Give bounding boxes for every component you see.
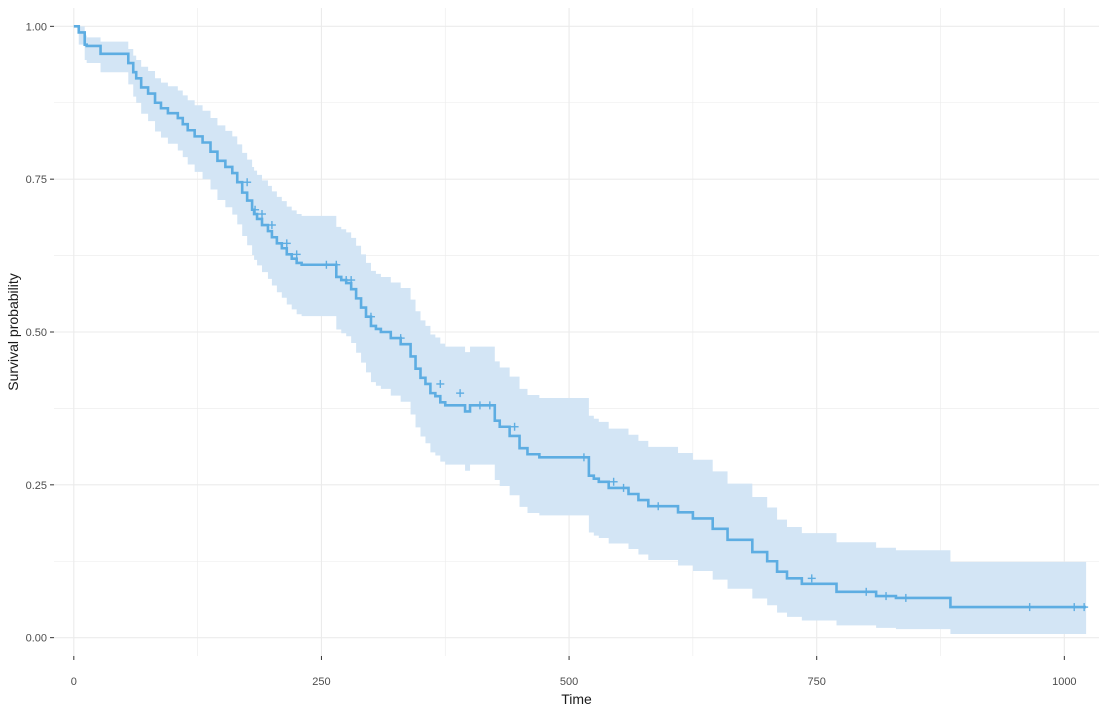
- censor-mark: [485, 401, 494, 410]
- censor-marks-layer: [243, 178, 1089, 612]
- x-tick-label: 250: [312, 676, 330, 688]
- censor-mark: [366, 312, 375, 321]
- censor-mark: [510, 422, 519, 431]
- y-tick-label: 1.00: [26, 21, 47, 33]
- censor-mark: [282, 239, 291, 248]
- censor-mark: [579, 453, 588, 462]
- censor-mark: [396, 334, 405, 343]
- censor-mark: [243, 178, 252, 187]
- x-axis-title: Time: [561, 691, 592, 707]
- survival-curve: [73, 25, 1087, 609]
- censor-mark: [322, 260, 331, 269]
- x-tick-label: 750: [808, 676, 826, 688]
- censor-mark: [882, 592, 891, 601]
- y-tick-label: 0.00: [26, 633, 47, 645]
- major-gridlines: [54, 8, 1099, 656]
- confidence-band: [73, 26, 1087, 634]
- censor-mark: [1080, 603, 1089, 612]
- censor-mark: [609, 477, 618, 486]
- censor-mark: [251, 205, 260, 214]
- censor-mark: [475, 401, 484, 410]
- survival-line-layer: [73, 25, 1087, 609]
- censor-mark: [347, 276, 356, 285]
- y-axis-title: Survival probability: [5, 273, 21, 391]
- y-tick-label: 0.75: [26, 174, 47, 186]
- censor-mark: [619, 483, 628, 492]
- confidence-band-layer: [73, 26, 1087, 634]
- censor-mark: [654, 502, 663, 511]
- y-tick-label: 0.25: [26, 480, 47, 492]
- censor-mark: [292, 250, 301, 259]
- censor-mark: [258, 210, 267, 219]
- censor-mark: [901, 593, 910, 602]
- x-tick-label: 1000: [1052, 676, 1076, 688]
- y-axis-ticks: 0.00 0.25 0.50 0.75 1.00: [26, 21, 54, 645]
- x-tick-label: 0: [71, 676, 77, 688]
- censor-mark: [807, 574, 816, 583]
- y-tick-label: 0.50: [26, 327, 47, 339]
- censor-mark: [1025, 603, 1034, 612]
- censor-mark: [436, 379, 445, 388]
- censor-mark: [267, 221, 276, 230]
- x-tick-label: 500: [560, 676, 578, 688]
- censor-mark: [862, 587, 871, 596]
- x-axis-ticks: 0 250 500 750 1000: [71, 656, 1077, 688]
- censor-mark: [456, 389, 465, 398]
- censor-mark: [1070, 603, 1079, 612]
- censor-mark: [332, 260, 341, 269]
